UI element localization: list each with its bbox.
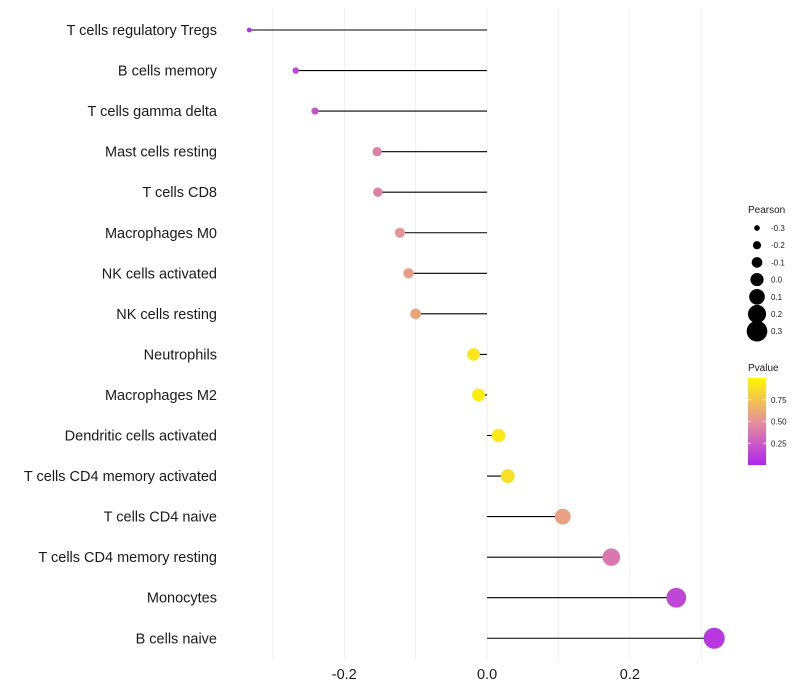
lollipop-point (500, 469, 515, 483)
lollipop-point (410, 308, 421, 320)
size-legend-key (747, 304, 767, 324)
size-legend-label: 0.0 (771, 276, 783, 285)
category-label: NK cells resting (116, 307, 217, 323)
category-label: Neutrophils (144, 347, 217, 363)
category-label: Monocytes (147, 591, 217, 607)
category-label: T cells CD4 memory resting (38, 550, 217, 566)
lollipop-point (703, 627, 725, 649)
x-tick-label: 0.2 (620, 667, 640, 683)
pvalue-colorbar (748, 378, 766, 465)
size-legend-key (752, 241, 762, 250)
lollipop-point (472, 388, 485, 402)
size-legend-label: -0.1 (771, 258, 785, 267)
category-label: Dendritic cells activated (65, 429, 217, 445)
category-label: T cells CD4 naive (104, 510, 217, 526)
size-legend-label: -0.3 (771, 224, 785, 233)
color-legend-label: 0.50 (771, 418, 787, 427)
size-legend-key (746, 320, 768, 342)
category-label: Macrophages M0 (105, 226, 217, 242)
pearson-legend-title: Pearson (748, 205, 785, 216)
lollipop-point (491, 428, 506, 443)
category-label: T cells CD4 memory activated (24, 469, 217, 485)
gridlines (272, 8, 702, 660)
size-legend-key (751, 257, 763, 268)
x-tick-label: 0.0 (477, 667, 497, 683)
lollipop-point (394, 227, 406, 238)
x-axis-ticks: -0.2 0.0 0.2 (332, 667, 640, 683)
category-label: T cells gamma delta (88, 104, 218, 120)
lollipop-point (666, 587, 687, 608)
size-legend-label: 0.3 (771, 327, 783, 336)
category-label: NK cells activated (102, 266, 217, 282)
size-legend-label: -0.2 (771, 241, 785, 250)
lollipop-point (311, 107, 319, 115)
data-points (246, 27, 725, 649)
category-labels: T cells regulatory Tregs B cells memory T … (24, 23, 218, 647)
category-label: T cells regulatory Tregs (67, 23, 217, 39)
lollipop-point (467, 348, 480, 361)
size-legend-label: 0.1 (771, 293, 783, 302)
lollipop-point (602, 548, 621, 566)
stems (249, 29, 715, 639)
size-legend-key (750, 273, 764, 287)
size-legend-label: 0.2 (771, 310, 783, 319)
category-label: Macrophages M2 (105, 388, 217, 404)
size-legend-key (749, 288, 765, 305)
size-legend-key (754, 225, 760, 231)
category-label: Mast cells resting (105, 145, 217, 161)
x-tick-label: -0.2 (332, 667, 357, 683)
lollipop-point (246, 27, 252, 33)
lollipop-point (403, 268, 414, 279)
category-label: B cells naive (136, 631, 217, 647)
lollipop-point (554, 508, 571, 525)
category-label: T cells CD8 (142, 185, 217, 201)
color-legend-label: 0.75 (771, 396, 787, 405)
lollipop-point (373, 187, 383, 197)
pvalue-legend-title: Pvalue (748, 363, 779, 374)
pvalue-color-legend: Pvalue 0.25 0.50 0.75 (748, 363, 787, 465)
color-legend-label: 0.25 (771, 439, 787, 448)
lollipop-point (372, 147, 382, 157)
category-label: B cells memory (118, 64, 218, 80)
pearson-size-legend: Pearson -0.3 -0.2 -0.1 0.0 0.1 0.2 0.3 (746, 205, 785, 342)
lollipop-point (292, 67, 299, 74)
